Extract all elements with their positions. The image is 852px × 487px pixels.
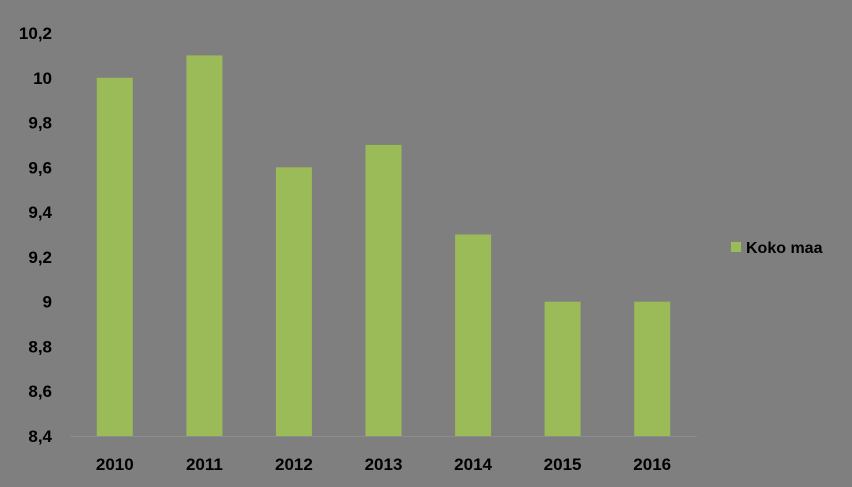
- bar-2013: [365, 144, 402, 436]
- legend-swatch: [731, 242, 741, 252]
- bar-2012: [275, 167, 312, 437]
- y-tick-label: 9,6: [28, 158, 52, 177]
- y-tick-label: 8,8: [28, 337, 52, 356]
- x-tick-label-2015: 2015: [544, 455, 582, 474]
- bar-2014: [455, 234, 492, 436]
- bar-2011: [186, 55, 223, 437]
- y-tick-label: 10,2: [19, 24, 52, 43]
- bar-2015: [544, 301, 581, 436]
- bar-2010: [96, 77, 133, 437]
- x-axis-ticks: 2010 2011 2012 2013 2014 2015 2016: [96, 455, 671, 474]
- x-tick-label-2014: 2014: [454, 455, 492, 474]
- y-axis-ticks: 8,4 8,6 8,8 9 9,2 9,4 9,6 9,8 10 10,2: [19, 24, 53, 446]
- bar-2016: [634, 301, 671, 436]
- x-tick-label-2011: 2011: [186, 455, 223, 474]
- y-tick-label: 9,2: [28, 248, 52, 267]
- y-tick-label: 9,8: [28, 114, 52, 133]
- x-tick-label-2012: 2012: [275, 455, 313, 474]
- y-tick-label: 10: [33, 69, 52, 88]
- legend-label-koko-maa: Koko maa: [746, 240, 823, 257]
- y-tick-label: 9,4: [28, 203, 52, 222]
- legend: Koko maa: [731, 240, 823, 257]
- x-tick-label-2010: 2010: [96, 455, 134, 474]
- y-tick-label: 8,4: [28, 427, 52, 446]
- x-tick-label-2013: 2013: [365, 455, 403, 474]
- y-tick-label: 9: [43, 293, 52, 312]
- y-tick-label: 8,6: [28, 382, 52, 401]
- x-tick-label-2016: 2016: [633, 455, 671, 474]
- bars: [96, 55, 671, 437]
